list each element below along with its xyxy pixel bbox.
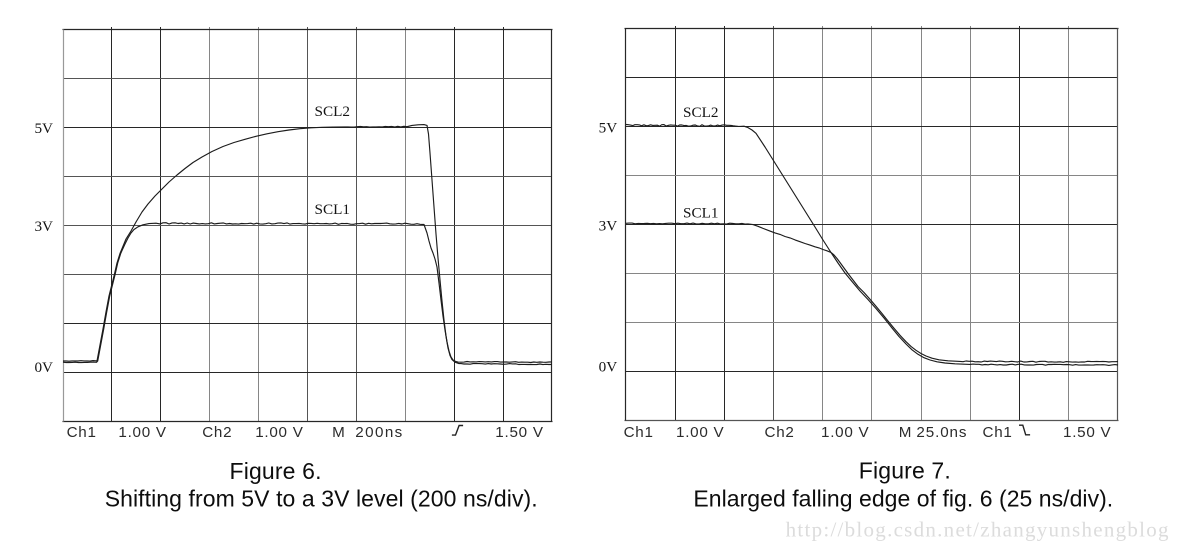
svg-text:5V: 5V [34, 120, 53, 137]
svg-text:SCL1: SCL1 [315, 201, 350, 218]
svg-text:0V: 0V [599, 359, 618, 376]
svg-text:1.00 V: 1.00 V [118, 424, 167, 441]
svg-text:Ch2: Ch2 [202, 424, 232, 441]
svg-text:3V: 3V [34, 218, 53, 235]
svg-text:Figure 6.: Figure 6. [230, 458, 322, 484]
svg-text:1.50 V: 1.50 V [495, 424, 544, 441]
svg-text:Enlarged falling edge of fig.: Enlarged falling edge of fig. 6 (25 ns/d… [693, 486, 1113, 512]
svg-text:1.00 V: 1.00 V [676, 424, 725, 441]
svg-text:Ch1: Ch1 [624, 424, 654, 441]
svg-text:Ch1: Ch1 [983, 424, 1013, 441]
svg-text:M: M [899, 424, 912, 441]
svg-text:25.0ns: 25.0ns [916, 424, 967, 441]
svg-text:1.50 V: 1.50 V [1063, 424, 1112, 441]
svg-text:5V: 5V [599, 119, 618, 136]
svg-text:M: M [332, 424, 345, 441]
svg-text:1.00 V: 1.00 V [821, 424, 870, 441]
svg-text:SCL1: SCL1 [683, 205, 718, 222]
svg-text:Ch1: Ch1 [67, 424, 97, 441]
svg-text:Figure 7.: Figure 7. [859, 458, 951, 484]
svg-text:0V: 0V [34, 359, 53, 376]
svg-text:http://blog.csdn.net/zhangyuns: http://blog.csdn.net/zhangyunshengblog [786, 518, 1170, 542]
svg-text:SCL2: SCL2 [683, 104, 718, 121]
svg-text:1.00 V: 1.00 V [255, 424, 304, 441]
svg-text:SCL2: SCL2 [315, 103, 350, 120]
svg-text:Ch2: Ch2 [765, 424, 795, 441]
svg-text:3V: 3V [599, 218, 618, 235]
svg-text:Shifting from 5V to a 3V level: Shifting from 5V to a 3V level (200 ns/d… [105, 486, 538, 512]
svg-text:200ns: 200ns [355, 424, 403, 441]
